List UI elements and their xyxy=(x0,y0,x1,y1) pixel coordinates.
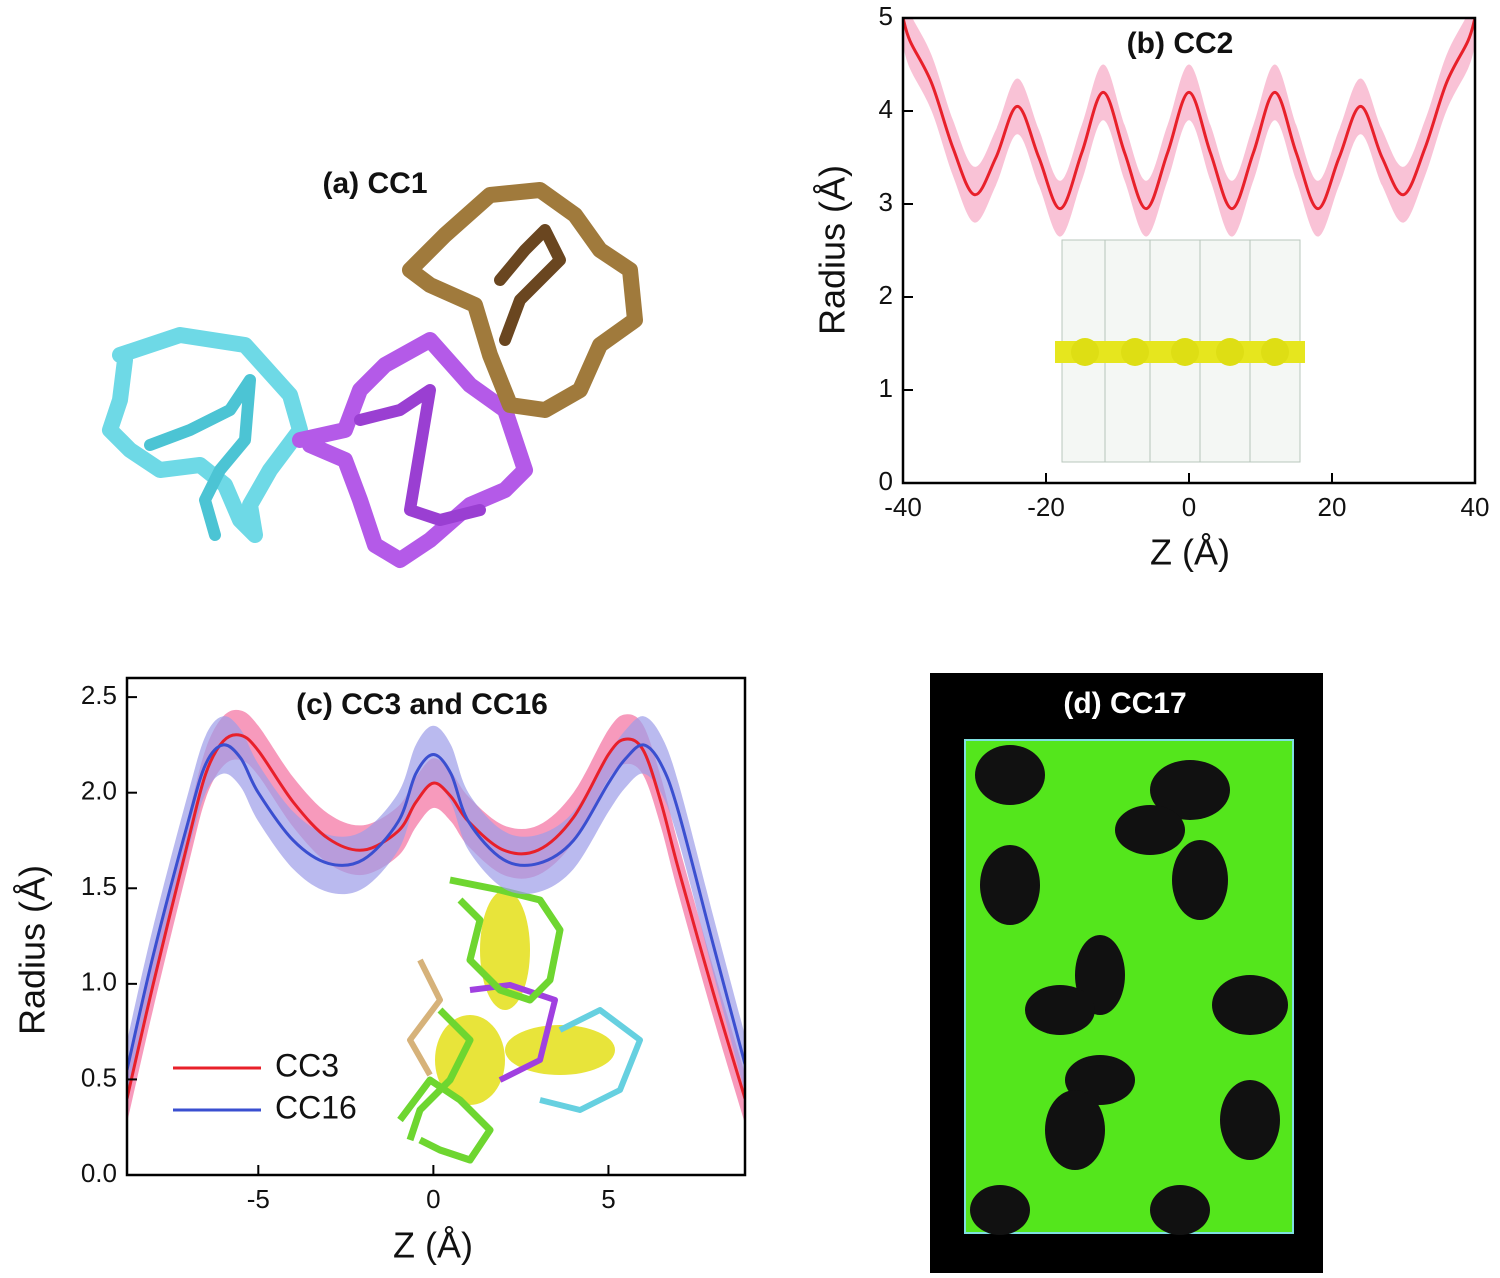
error-band xyxy=(127,709,745,1124)
y-tick-label: 0.0 xyxy=(81,1158,117,1188)
x-tick-label: 5 xyxy=(601,1184,615,1214)
x-tick-label: 20 xyxy=(1318,492,1347,522)
y-tick-label: 0.5 xyxy=(81,1062,117,1092)
x-tick-label: -20 xyxy=(1027,492,1065,522)
x-axis-label: Z (Å) xyxy=(393,1225,473,1266)
x-tick-label: 40 xyxy=(1461,492,1490,522)
y-axis-label: Radius (Å) xyxy=(812,165,853,335)
panel-title: (d) CC17 xyxy=(1063,687,1186,720)
y-tick-label: 5 xyxy=(879,1,893,31)
x-tick-label: -5 xyxy=(247,1184,270,1214)
y-axis-label: Radius (Å) xyxy=(12,865,53,1035)
y-tick-label: 1 xyxy=(879,373,893,403)
y-tick-label: 1.0 xyxy=(81,967,117,997)
y-tick-label: 4 xyxy=(879,94,893,124)
plot-area xyxy=(903,18,1475,237)
legend-label: CC3 xyxy=(275,1047,339,1083)
y-tick-label: 1.5 xyxy=(81,871,117,901)
panel-title: (a) CC1 xyxy=(322,167,427,200)
y-tick-label: 2.5 xyxy=(81,680,117,710)
y-tick-label: 2.0 xyxy=(81,776,117,806)
series-line xyxy=(127,733,745,1099)
y-tick-label: 3 xyxy=(879,187,893,217)
chart-title: (c) CC3 and CC16 xyxy=(296,688,548,721)
y-tick-label: 2 xyxy=(879,280,893,310)
legend-label: CC16 xyxy=(275,1089,357,1125)
density-map xyxy=(930,673,1323,1273)
x-tick-label: 0 xyxy=(1182,492,1196,522)
x-axis-label: Z (Å) xyxy=(1150,532,1230,573)
inset-structure xyxy=(1055,239,1305,463)
inset-structure xyxy=(397,876,643,1164)
axes-frame xyxy=(125,676,747,1177)
series-line xyxy=(903,18,1475,211)
plot-area xyxy=(127,709,745,1124)
molecule-render xyxy=(102,182,643,568)
x-tick-label: -40 xyxy=(884,492,922,522)
chart-title: (b) CC2 xyxy=(1127,27,1234,60)
y-tick-label: 0 xyxy=(879,466,893,496)
series-line xyxy=(127,743,745,1071)
x-tick-label: 0 xyxy=(426,1184,440,1214)
